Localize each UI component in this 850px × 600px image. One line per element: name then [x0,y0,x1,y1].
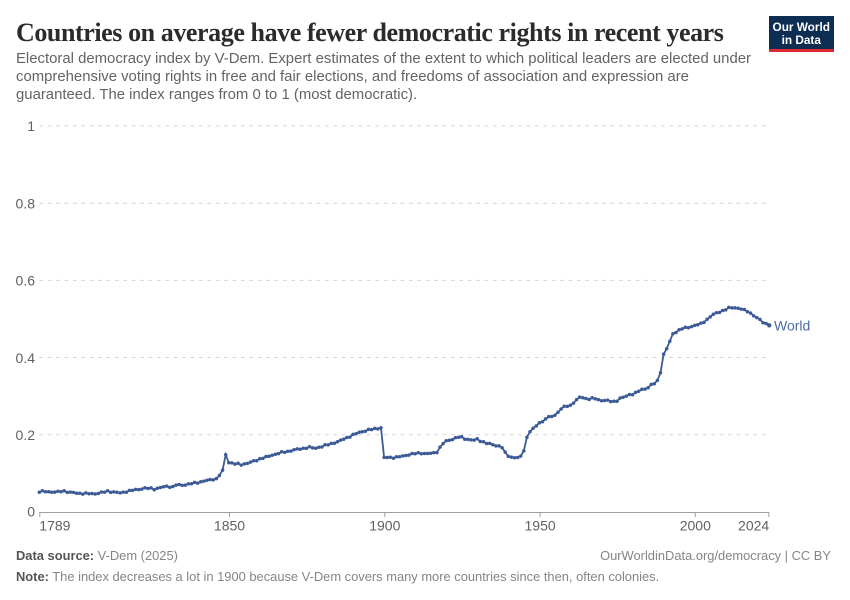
svg-text:World: World [774,318,810,334]
svg-text:1789: 1789 [39,518,70,534]
svg-text:1900: 1900 [369,518,400,534]
svg-text:0: 0 [27,503,35,519]
svg-text:2000: 2000 [680,518,711,534]
svg-text:0.4: 0.4 [16,350,36,366]
svg-text:0.8: 0.8 [16,195,36,211]
svg-text:0.2: 0.2 [16,427,36,443]
svg-text:0.6: 0.6 [16,273,36,289]
svg-text:1850: 1850 [214,518,245,534]
svg-text:2024: 2024 [738,518,769,534]
svg-text:1: 1 [27,118,35,134]
svg-text:1950: 1950 [525,518,556,534]
